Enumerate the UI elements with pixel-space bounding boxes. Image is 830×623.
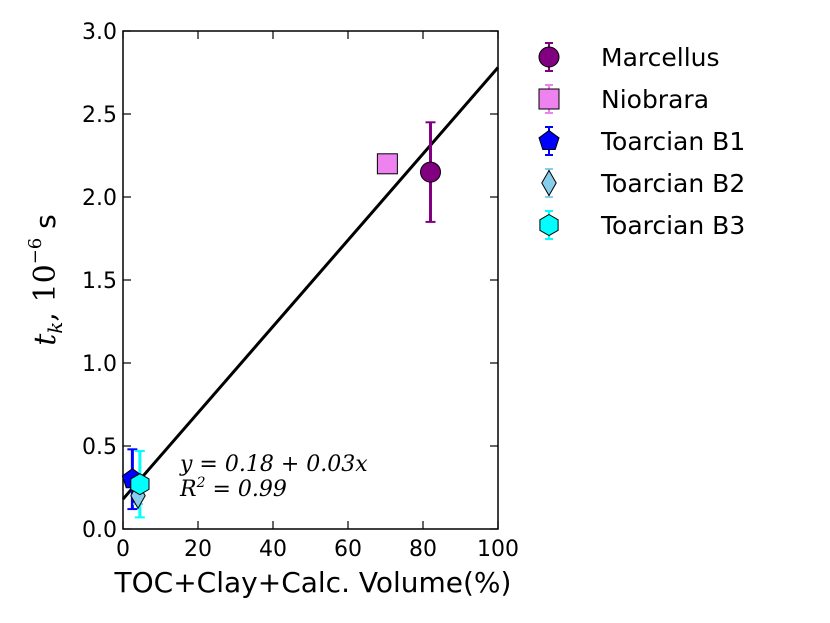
legend-label: Toarcian B1 [600, 127, 745, 156]
y-tick-label: 3.0 [82, 20, 117, 45]
y-axis-title: tk, 10−6 s [25, 214, 67, 346]
y-tick-label: 0.5 [82, 435, 117, 460]
legend: Marcellus Niobrara Toarcian B1 Toarcian B2 T… [538, 42, 745, 240]
toarcian-b3-point [130, 473, 150, 496]
y-axis-base: 10 [28, 264, 63, 302]
fit-line-layer [121, 66, 500, 501]
y-tick-label: 1.0 [82, 352, 117, 377]
legend-label: Toarcian B3 [600, 211, 745, 240]
marcellus-point [420, 161, 441, 183]
y-axis-unit: s [29, 214, 62, 238]
y-axis-symbol: t [28, 333, 63, 346]
legend-marker [539, 213, 559, 237]
data-markers [121, 153, 441, 510]
x-tick-label: 0 [116, 537, 130, 562]
fit-r-squared: R2 = 0.99 [179, 475, 287, 502]
legend-label: Niobrara [601, 85, 709, 114]
legend-label: Marcellus [601, 43, 720, 72]
legend-marker [538, 46, 560, 68]
niobrara-point [376, 153, 398, 175]
x-tick-label: 40 [259, 537, 287, 562]
y-axis-separator: , [28, 302, 63, 321]
r-squared-value: = 0.99 [206, 477, 287, 502]
x-tick-label: 20 [184, 537, 212, 562]
svg-text:tk, 10−6 s: tk, 10−6 s [25, 214, 67, 346]
legend-item-marcellus: Marcellus [538, 42, 720, 72]
legend-marker [538, 88, 560, 110]
y-tick-label: 0.0 [82, 518, 117, 543]
y-axis-exponent: −6 [25, 238, 46, 265]
axis-ticks: 0 20 40 60 80 100 0.0 0.5 1.0 1.5 2.0 2.5 3.0 [82, 20, 519, 562]
y-tick-label: 1.5 [82, 269, 117, 294]
legend-item-toarcian-b3: Toarcian B3 [539, 210, 745, 240]
fit-equation: y = 0.18 + 0.03x [179, 452, 368, 477]
legend-marker [538, 129, 560, 150]
legend-item-toarcian-b2: Toarcian B2 [541, 168, 745, 198]
fit-line [121, 66, 500, 501]
legend-marker [541, 169, 557, 197]
x-tick-label: 100 [477, 537, 519, 562]
y-tick-label: 2.0 [82, 186, 117, 211]
x-tick-label: 60 [334, 537, 362, 562]
x-axis-title: TOC+Clay+Calc. Volume(%) [114, 566, 512, 599]
x-tick-label: 80 [409, 537, 437, 562]
r-squared-exponent: 2 [196, 475, 206, 491]
legend-item-toarcian-b1: Toarcian B1 [538, 126, 745, 156]
y-axis-subscript: k [43, 322, 67, 334]
y-tick-label: 2.5 [82, 103, 117, 128]
r-squared-symbol: R [179, 477, 197, 502]
legend-item-niobrara: Niobrara [538, 84, 709, 114]
legend-label: Toarcian B2 [600, 169, 745, 198]
